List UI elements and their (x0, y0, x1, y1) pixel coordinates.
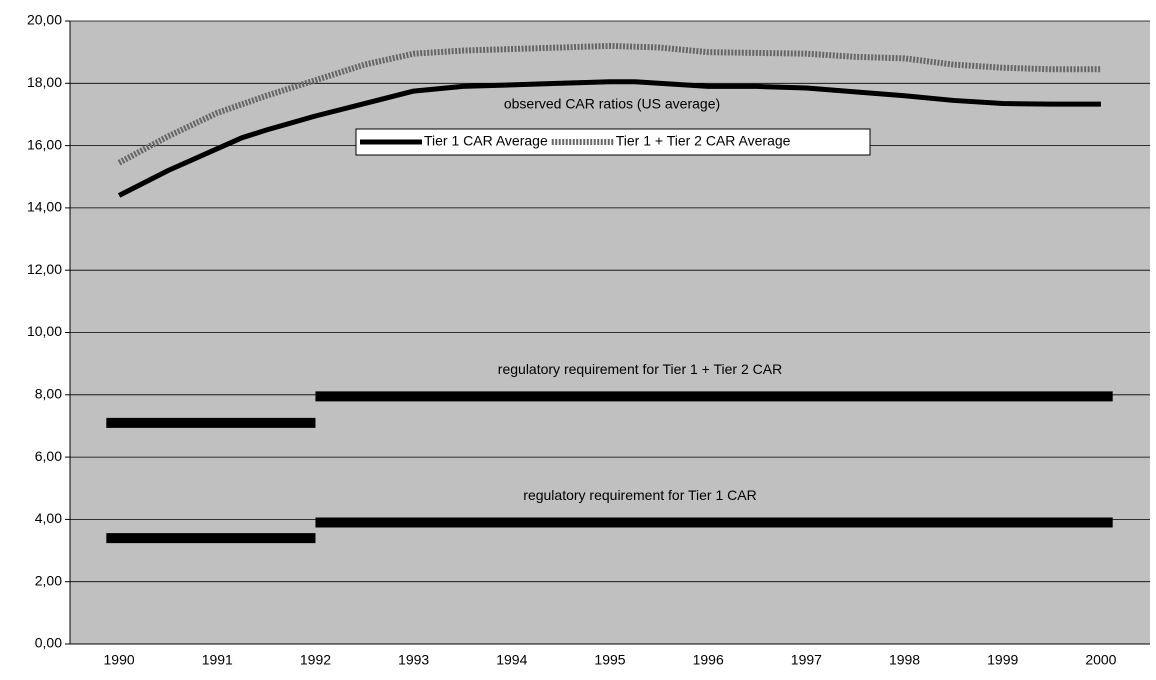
y-tick-label: 18,00 (27, 74, 62, 90)
y-tick-label: 16,00 (27, 136, 62, 152)
y-tick-label: 6,00 (35, 448, 62, 464)
x-tick-label: 1995 (594, 652, 625, 668)
x-tick-label: 1992 (300, 652, 331, 668)
y-tick-label: 4,00 (35, 510, 62, 526)
x-tick-label: 1997 (791, 652, 822, 668)
legend-box (355, 128, 871, 156)
requirement-line (106, 391, 1113, 428)
y-tick-label: 14,00 (27, 199, 62, 215)
x-tick-label: 1994 (496, 652, 527, 668)
x-tick-label: 2000 (1085, 652, 1116, 668)
x-tick-label: 1993 (398, 652, 429, 668)
x-tick-label: 1998 (889, 652, 920, 668)
y-tick-label: 12,00 (27, 261, 62, 277)
annotation: observed CAR ratios (US average) (504, 96, 720, 112)
x-tick-label: 1996 (693, 652, 724, 668)
legend-label: Tier 1 CAR Average (424, 133, 548, 149)
y-tick-label: 0,00 (35, 635, 62, 651)
requirement-label: regulatory requirement for Tier 1 CAR (523, 487, 756, 503)
requirement-line (106, 517, 1113, 544)
x-tick-label: 1999 (987, 652, 1018, 668)
series-line (117, 79, 1101, 198)
x-tick-label: 1991 (202, 652, 233, 668)
legend-label: Tier 1 + Tier 2 CAR Average (616, 133, 791, 149)
y-tick-label: 8,00 (35, 386, 62, 402)
y-tick-label: 20,00 (27, 12, 62, 28)
requirement-label: regulatory requirement for Tier 1 + Tier… (498, 361, 782, 377)
x-tick-label: 1990 (104, 652, 135, 668)
series-line (117, 42, 1101, 166)
y-tick-label: 2,00 (35, 572, 62, 588)
y-tick-label: 10,00 (27, 323, 62, 339)
